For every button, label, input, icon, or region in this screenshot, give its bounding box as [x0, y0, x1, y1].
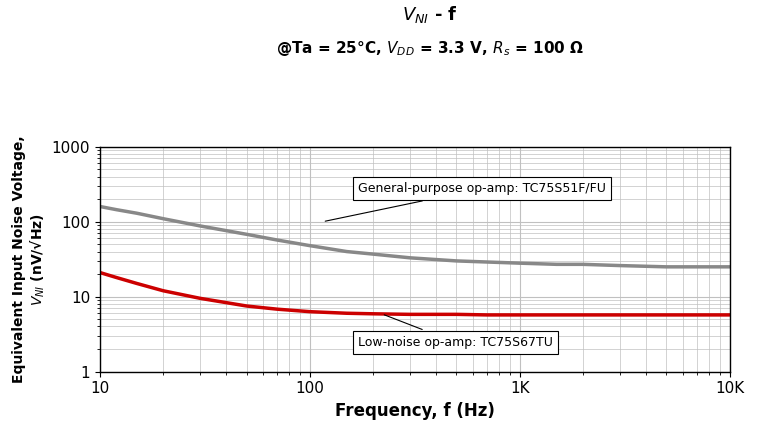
Text: Equivalent Input Noise Voltage,
$V_{NI}$ (nV/√Hz): Equivalent Input Noise Voltage, $V_{NI}$… [12, 135, 47, 383]
X-axis label: Frequency, f (Hz): Frequency, f (Hz) [335, 402, 495, 420]
Text: General-purpose op-amp: TC75S51F/FU: General-purpose op-amp: TC75S51F/FU [325, 182, 606, 221]
Text: Low-noise op-amp: TC75S67TU: Low-noise op-amp: TC75S67TU [358, 315, 553, 349]
Text: @Ta = 25°C, $V_{DD}$ = 3.3 V, $R_{s}$ = 100 Ω: @Ta = 25°C, $V_{DD}$ = 3.3 V, $R_{s}$ = … [276, 39, 584, 58]
Text: $V_{NI}$ - f: $V_{NI}$ - f [402, 4, 458, 25]
